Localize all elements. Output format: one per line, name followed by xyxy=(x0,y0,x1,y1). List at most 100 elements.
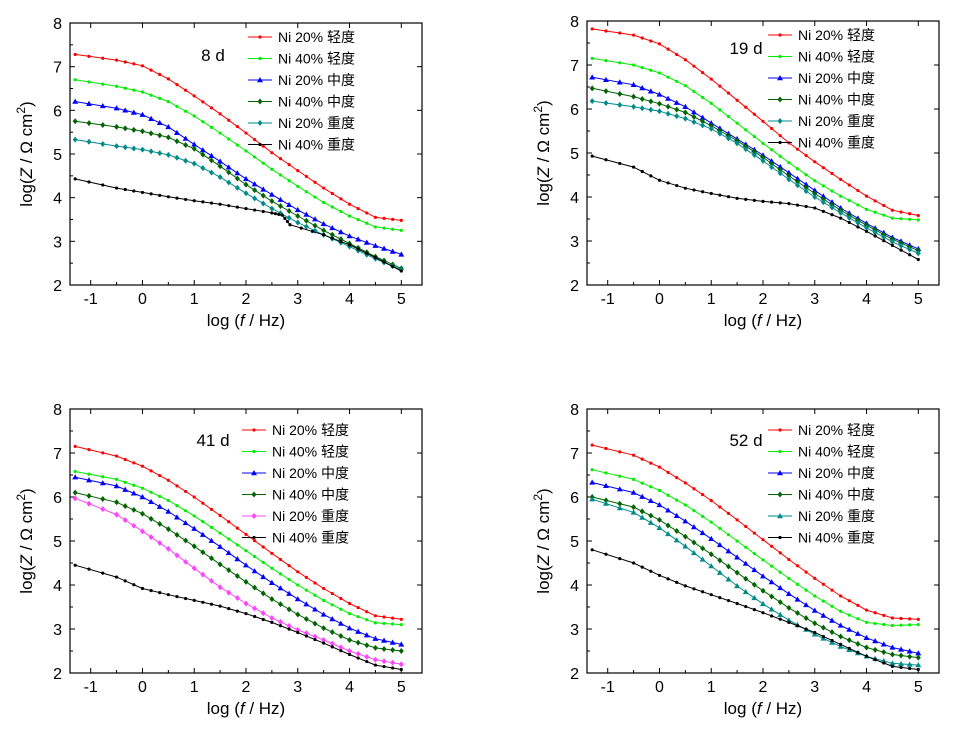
series-marker xyxy=(287,627,291,631)
series-marker xyxy=(656,108,662,115)
series-marker xyxy=(209,106,214,110)
series-marker xyxy=(87,567,91,571)
series-marker xyxy=(846,626,853,632)
series-marker xyxy=(391,616,395,620)
series-marker xyxy=(899,665,903,670)
series-marker xyxy=(303,223,309,230)
series-marker xyxy=(700,545,706,552)
series-marker xyxy=(829,639,836,645)
series-marker xyxy=(602,76,609,83)
series-marker xyxy=(140,586,145,591)
series-marker xyxy=(777,166,783,173)
series-marker xyxy=(821,184,825,188)
series-marker xyxy=(338,644,344,651)
series-marker xyxy=(278,572,283,576)
series-marker xyxy=(99,480,106,486)
series-marker xyxy=(618,557,622,561)
series-marker xyxy=(692,89,696,94)
x-tick-label: -1 xyxy=(84,291,98,308)
series-marker xyxy=(312,620,318,627)
series-marker xyxy=(803,181,810,187)
series-marker xyxy=(72,474,79,480)
series-marker xyxy=(184,596,188,601)
series-marker xyxy=(321,625,327,632)
series-marker xyxy=(234,184,240,191)
series-marker xyxy=(191,543,197,550)
series-marker xyxy=(175,594,179,599)
chart-panel-3: -1 0 1 2 3 4 5 2 3 4 5 6 7 8 log (f / Hz) log(Z / Ω cm2… xyxy=(14,402,423,718)
series-marker xyxy=(122,486,129,492)
series-marker xyxy=(330,591,334,596)
series-marker xyxy=(829,204,835,211)
series-marker xyxy=(770,200,774,204)
series-marker xyxy=(899,623,903,627)
series-marker xyxy=(718,596,722,600)
series-marker xyxy=(631,93,637,100)
x-tick-label: 5 xyxy=(397,291,406,308)
series-marker xyxy=(692,188,696,192)
series-marker xyxy=(235,143,239,147)
series-marker xyxy=(769,164,775,171)
series-marker xyxy=(777,599,783,606)
legend-entry: Ni 20% 重度 xyxy=(278,115,355,131)
series-marker xyxy=(218,531,222,535)
series-marker xyxy=(175,196,179,200)
series-marker xyxy=(898,660,905,667)
series-marker xyxy=(86,120,92,127)
x-axis-title: log (f / Hz) xyxy=(207,699,285,718)
series-marker xyxy=(131,506,137,513)
series-marker xyxy=(631,453,636,457)
series-marker xyxy=(760,600,766,607)
series-marker xyxy=(821,582,825,586)
y-tick-label: 4 xyxy=(53,191,62,208)
series-marker xyxy=(846,637,852,644)
series-marker xyxy=(184,509,188,513)
series-marker xyxy=(287,564,291,568)
series-marker xyxy=(365,618,369,622)
series-marker xyxy=(890,616,895,620)
series-marker xyxy=(139,128,145,135)
series-marker xyxy=(322,641,326,645)
series-marker xyxy=(590,443,594,447)
series-marker xyxy=(649,68,653,72)
series-marker xyxy=(148,515,154,522)
series-marker xyxy=(73,177,77,181)
series-marker xyxy=(114,477,119,481)
series-marker xyxy=(768,606,775,612)
series-marker xyxy=(101,183,105,187)
series-marker xyxy=(665,103,671,110)
series-1 xyxy=(73,444,403,621)
x-tick-label: 5 xyxy=(914,679,923,696)
series-marker xyxy=(322,233,326,237)
series-marker xyxy=(666,47,670,51)
legend-entry: Ni 20% 重度 xyxy=(798,113,875,129)
y-tick-label: 6 xyxy=(53,103,62,120)
series-marker xyxy=(100,506,106,513)
series-marker xyxy=(726,598,731,603)
series-marker xyxy=(382,621,386,626)
series-marker xyxy=(218,112,222,116)
series-marker xyxy=(898,652,904,659)
series-marker xyxy=(691,539,697,546)
series-marker xyxy=(701,514,705,518)
series-marker xyxy=(398,251,405,257)
series-marker xyxy=(270,620,274,625)
series-marker xyxy=(235,609,239,613)
series-marker xyxy=(355,236,362,242)
series-marker xyxy=(182,135,189,141)
series-marker xyxy=(673,99,680,105)
series-marker xyxy=(665,110,671,117)
series-marker xyxy=(165,151,171,158)
series-marker xyxy=(356,206,360,211)
series-marker xyxy=(889,651,895,658)
series-marker xyxy=(590,468,594,472)
series-marker xyxy=(100,140,106,147)
series-marker xyxy=(683,584,687,588)
series-marker xyxy=(778,570,782,574)
series-marker xyxy=(647,497,654,504)
series-marker xyxy=(132,62,136,66)
series-marker xyxy=(355,628,362,634)
y-axis-title: log(Z / Ω cm2) xyxy=(14,101,36,206)
series-marker xyxy=(148,498,155,505)
series-marker xyxy=(139,111,146,117)
